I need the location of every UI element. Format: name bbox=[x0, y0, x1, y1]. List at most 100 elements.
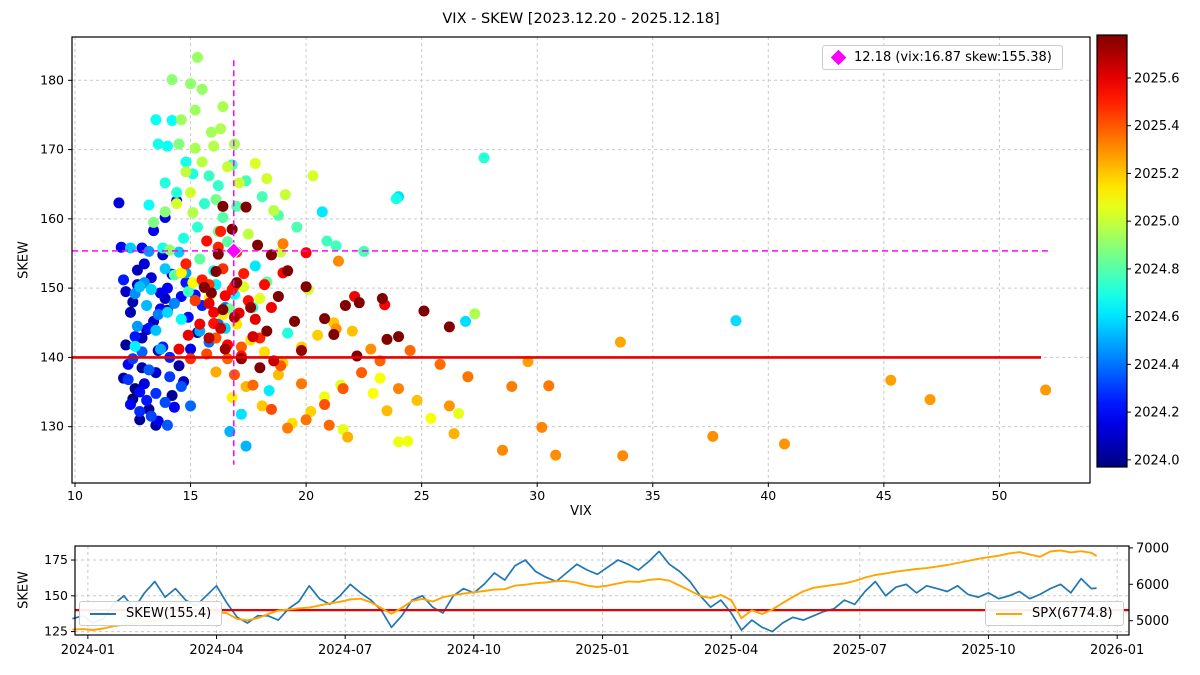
scatter-point bbox=[323, 419, 335, 431]
scatter-point bbox=[127, 296, 139, 308]
scatter-point bbox=[291, 221, 303, 233]
scatter-point bbox=[185, 78, 197, 90]
scatter-point bbox=[215, 225, 227, 237]
scatter-point bbox=[478, 152, 490, 164]
x-axis-label: VIX bbox=[570, 504, 592, 519]
scatter-point bbox=[168, 297, 180, 309]
scatter-point bbox=[161, 140, 173, 152]
skew-legend-label: SKEW(155.4) bbox=[126, 606, 212, 621]
scatter-point bbox=[217, 304, 229, 316]
x-tick-label: 15 bbox=[183, 488, 199, 503]
skew-tick-label: 125 bbox=[44, 624, 68, 639]
scatter-point bbox=[346, 325, 358, 337]
scatter-point bbox=[522, 356, 534, 368]
scatter-point bbox=[240, 201, 252, 213]
scatter-point bbox=[141, 299, 153, 311]
date-tick-label: 2024-07 bbox=[318, 643, 372, 658]
scatter-point bbox=[185, 343, 197, 355]
scatter-point bbox=[277, 238, 289, 250]
scatter-point bbox=[272, 369, 284, 381]
scatter-point bbox=[319, 399, 331, 411]
scatter-point bbox=[307, 170, 319, 182]
scatter-point bbox=[332, 255, 344, 267]
scatter-point bbox=[208, 140, 220, 152]
scatter-point bbox=[367, 387, 379, 399]
scatter-point bbox=[233, 177, 245, 189]
scatter-point bbox=[175, 313, 187, 325]
scatter-point bbox=[134, 281, 146, 293]
scatter-point bbox=[238, 268, 250, 280]
scatter-point bbox=[242, 228, 254, 240]
y-axis-label: SKEW bbox=[16, 241, 32, 279]
scatter-point bbox=[265, 302, 277, 314]
scatter-point bbox=[282, 422, 294, 434]
y-tick-label: 140 bbox=[40, 349, 64, 364]
date-tick-label: 2025-01 bbox=[575, 643, 629, 658]
scatter-point bbox=[268, 205, 280, 217]
scatter-point bbox=[124, 306, 136, 318]
y-tick-label: 130 bbox=[40, 419, 64, 434]
scatter-point bbox=[145, 284, 157, 296]
scatter-point bbox=[497, 444, 509, 456]
scatter-point bbox=[289, 315, 301, 327]
scatter-point bbox=[226, 223, 238, 235]
scatter-point bbox=[115, 241, 127, 253]
scatter-point bbox=[252, 239, 264, 251]
scatter-point bbox=[122, 374, 134, 386]
scatter-point bbox=[185, 353, 197, 365]
scatter-point bbox=[180, 156, 192, 168]
scatter-point bbox=[617, 450, 629, 462]
scatter-point bbox=[194, 318, 206, 330]
x-tick-label: 30 bbox=[529, 488, 545, 503]
colorbar-tick-label: 2025.0 bbox=[1134, 215, 1180, 230]
scatter-point bbox=[316, 206, 328, 218]
scatter-point bbox=[279, 189, 291, 201]
scatter-point bbox=[453, 408, 465, 420]
scatter-point bbox=[247, 331, 259, 343]
scatter-point bbox=[885, 374, 897, 386]
skew-line-sample-icon bbox=[90, 612, 116, 615]
scatter-point bbox=[124, 242, 136, 254]
scatter-point bbox=[161, 306, 173, 318]
scatter-point bbox=[254, 362, 266, 374]
scatter-point bbox=[443, 321, 455, 333]
scatter-point bbox=[300, 414, 312, 426]
scatter-point bbox=[198, 198, 210, 210]
scatter-point bbox=[265, 403, 277, 415]
scatter-point bbox=[161, 419, 173, 431]
scatter-point bbox=[328, 329, 340, 341]
scatter-point bbox=[182, 286, 194, 298]
scatter-point bbox=[550, 449, 562, 461]
date-tick-label: 2024-04 bbox=[189, 643, 243, 658]
date-tick-label: 2025-04 bbox=[704, 643, 758, 658]
y-tick-label: 180 bbox=[40, 72, 64, 87]
scatter-point bbox=[175, 267, 187, 279]
scatter-point bbox=[134, 405, 146, 417]
timeseries-frame bbox=[74, 545, 1130, 636]
scatter-point bbox=[261, 325, 273, 337]
scatter-point bbox=[263, 385, 275, 397]
scatter-point bbox=[226, 392, 238, 404]
scatter-point bbox=[365, 343, 377, 355]
scatter-legend: 12.18 (vix:16.87 skew:155.38) bbox=[822, 45, 1063, 70]
y-tick-label: 170 bbox=[40, 142, 64, 157]
scatter-point bbox=[730, 315, 742, 327]
colorbar-tick-label: 2024.2 bbox=[1134, 406, 1180, 421]
bottom-y-axis-label: SKEW bbox=[16, 571, 32, 609]
colorbar-tick-label: 2024.4 bbox=[1134, 358, 1180, 373]
scatter-point bbox=[460, 315, 472, 327]
scatter-point bbox=[376, 293, 388, 305]
current-point-diamond bbox=[225, 242, 243, 260]
scatter-point bbox=[210, 193, 222, 205]
scatter-point bbox=[374, 372, 386, 384]
scatter-point bbox=[300, 247, 312, 259]
scatter-point bbox=[134, 414, 146, 426]
colorbar-tick-label: 2024.6 bbox=[1134, 310, 1180, 325]
scatter-point bbox=[201, 235, 213, 247]
spx-line-sample-icon bbox=[996, 612, 1022, 615]
diamond-marker-icon bbox=[830, 49, 847, 66]
scatter-point bbox=[180, 258, 192, 270]
scatter-point bbox=[203, 297, 215, 309]
scatter-point bbox=[275, 246, 287, 258]
